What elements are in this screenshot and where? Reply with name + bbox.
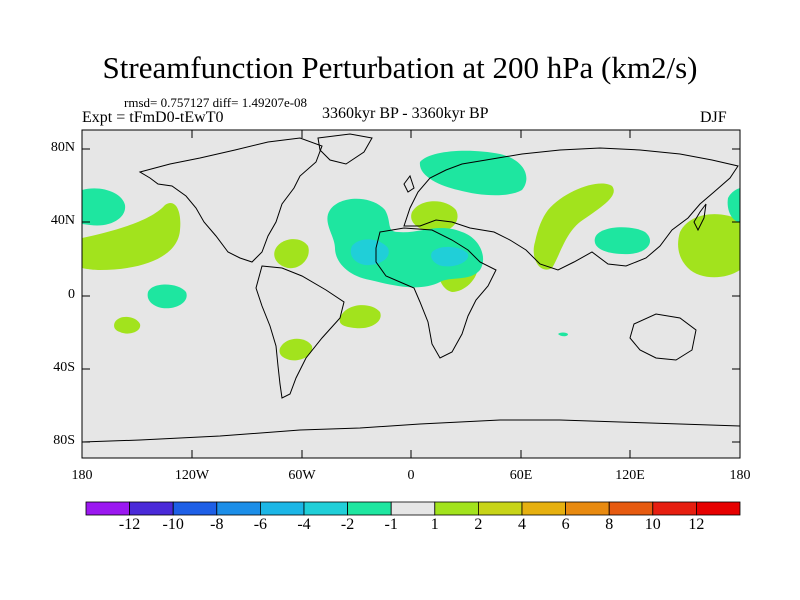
colorbar-swatch — [608, 501, 654, 516]
anomaly-strong-negative-region — [350, 239, 389, 266]
anomaly-positive-region — [339, 305, 381, 329]
coastline-south-america — [255, 265, 345, 399]
colorbar-label: 8 — [605, 516, 614, 533]
colorbar-label: 10 — [644, 516, 661, 533]
colorbar-label: -1 — [384, 516, 398, 533]
colorbar-label: -12 — [118, 516, 141, 533]
colorbar-swatch — [303, 501, 348, 516]
anomaly-positive-region — [274, 239, 309, 269]
anomaly-negative-region — [147, 284, 187, 309]
colorbar-swatch — [652, 501, 697, 516]
colorbar-swatch — [565, 501, 610, 516]
anomaly-strong-negative-region — [431, 246, 469, 267]
x-tick-label: 60E — [509, 468, 533, 483]
colorbar-swatch — [129, 501, 174, 516]
coastline-greenland — [317, 133, 373, 165]
colorbar-label: -4 — [297, 516, 311, 533]
colorbar-swatch — [390, 501, 436, 516]
y-tick-label: 80N — [50, 140, 75, 155]
coastline-africa — [375, 227, 497, 359]
colorbar-swatch — [259, 501, 305, 516]
x-tick-label: 0 — [407, 468, 415, 483]
colorbar-label: 1 — [430, 516, 439, 533]
anomaly-negative-region — [558, 332, 568, 337]
colorbar-swatch — [216, 501, 261, 516]
colorbar-label: -8 — [210, 516, 224, 533]
coastline-british-isles — [403, 174, 415, 193]
coastline-eurasia — [403, 147, 739, 271]
coastlines — [82, 133, 740, 443]
colorbar-swatch — [172, 501, 218, 516]
season-label: DJF — [700, 109, 727, 126]
colorbar-label: 12 — [688, 516, 705, 533]
anomaly-negative-region — [419, 150, 527, 196]
anomaly-negative-region — [594, 227, 650, 255]
y-tick-label: 80S — [53, 433, 75, 448]
colorbar-label: 2 — [474, 516, 483, 533]
colorbar-swatch — [521, 501, 566, 516]
anomaly-positive-region — [533, 183, 614, 270]
coastline-australia — [629, 313, 697, 361]
colorbar-swatch — [434, 501, 479, 516]
colorbar-swatch — [85, 501, 130, 516]
colorbar-label: 6 — [561, 516, 570, 533]
colorbar-swatch — [477, 501, 523, 516]
experiment-label: Expt = tFmD0-tEwT0 — [82, 109, 224, 126]
colorbar-swatch — [696, 501, 741, 516]
y-tick-label: 0 — [68, 287, 75, 302]
x-tick-label: 180 — [729, 468, 751, 483]
axis-ticks — [82, 130, 740, 458]
colorbar-label: -2 — [340, 516, 355, 533]
y-tick-label: 40N — [50, 213, 75, 228]
map-title: Streamfunction Perturbation at 200 hPa (… — [102, 50, 698, 85]
stats-text: rmsd= 0.757127 diff= 1.49207e-08 — [124, 95, 308, 110]
x-tick-label: 180 — [71, 468, 93, 483]
x-tick-label: 120W — [174, 468, 210, 483]
anomaly-positive-region — [82, 202, 181, 270]
coastline-north-america — [138, 137, 323, 263]
map-plot-area — [82, 130, 740, 458]
coastline-japan — [693, 203, 707, 232]
x-tick-label: 60W — [288, 468, 316, 483]
anomaly-positive-region — [678, 214, 740, 278]
colorbar-label: -6 — [253, 516, 268, 533]
colorbar — [85, 501, 741, 516]
colorbar-swatch — [347, 501, 392, 516]
period-label: 3360kyr BP - 3360kyr BP — [322, 105, 489, 122]
anomaly-positive-region — [114, 316, 141, 334]
y-tick-label: 40S — [53, 360, 75, 375]
anomaly-negative-region — [727, 188, 740, 222]
anomaly-negative-region — [82, 188, 126, 226]
anomaly-positive-region — [279, 338, 313, 361]
coastline-antarctica — [82, 419, 740, 443]
colorbar-label: -10 — [162, 516, 184, 533]
x-tick-label: 120E — [615, 468, 645, 483]
colorbar-label: 4 — [518, 516, 526, 533]
